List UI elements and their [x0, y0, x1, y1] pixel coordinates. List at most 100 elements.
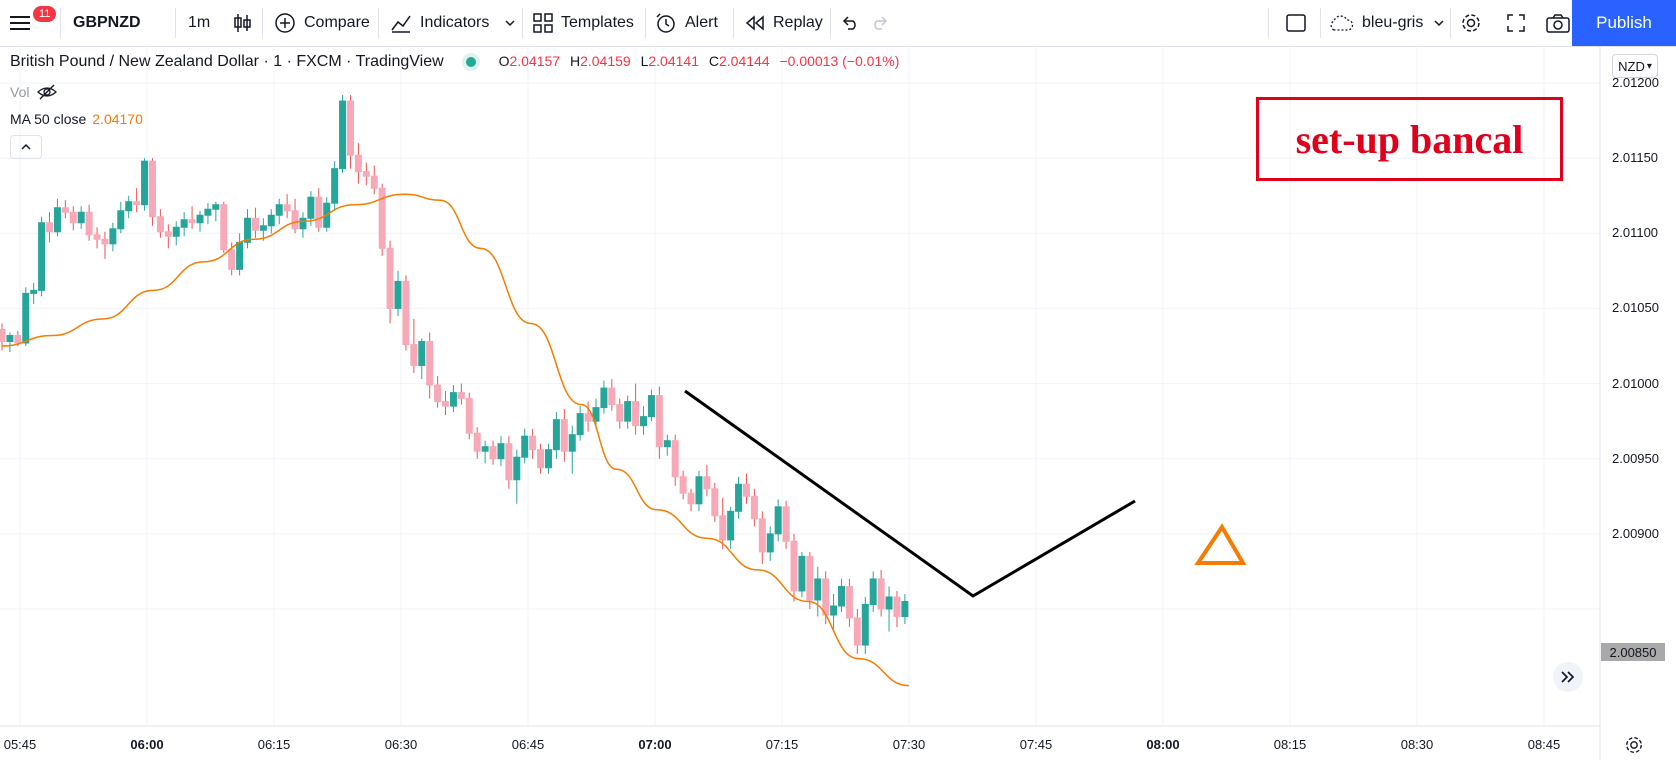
indicators-dropdown[interactable]	[504, 0, 516, 46]
drawn-v-shape	[684, 389, 1136, 598]
candle-body	[814, 578, 822, 601]
time-tick-label: 06:45	[511, 737, 545, 752]
candle-body	[109, 228, 117, 245]
symbol-search-button[interactable]: GBPNZD	[73, 14, 141, 31]
candle-body	[830, 605, 838, 616]
price-chart[interactable]	[0, 47, 1676, 760]
publish-button[interactable]: Publish	[1572, 0, 1676, 46]
candle-body	[434, 384, 442, 403]
market-status-dot	[466, 56, 477, 67]
plus-circle-icon	[275, 13, 295, 33]
candle-body	[259, 225, 267, 231]
candle-body	[307, 196, 315, 219]
candle-body	[838, 585, 846, 607]
compare-button[interactable]: Compare	[274, 0, 370, 46]
time-tick-label: 07:15	[765, 737, 799, 752]
candle-body	[188, 219, 196, 224]
candle-body	[164, 231, 172, 237]
time-tick-label: 08:45	[1527, 737, 1561, 752]
scroll-to-realtime-button[interactable]	[1553, 662, 1583, 692]
snapshot-button[interactable]	[1546, 0, 1570, 46]
candle-body	[449, 392, 457, 407]
rewind-icon	[745, 15, 764, 31]
candles-icon	[234, 14, 251, 32]
collapse-legend-button[interactable]	[10, 135, 42, 159]
layout-button[interactable]	[1286, 0, 1306, 46]
candle-body	[426, 340, 434, 386]
drawn-triangle	[1194, 523, 1247, 565]
ma-indicator[interactable]: MA 50 close 2.04170	[10, 111, 143, 127]
candle-body	[893, 596, 901, 618]
candle-body	[0, 328, 6, 342]
ohlc-values: O2.04157 H2.04159 L2.04141 C2.04144 −0.0…	[498, 53, 900, 69]
undo-button[interactable]	[840, 0, 860, 46]
redo-button[interactable]	[870, 0, 890, 46]
chart-settings-button[interactable]	[1622, 733, 1646, 757]
candle-body	[790, 540, 798, 592]
candle-body	[568, 434, 576, 452]
candle-body	[806, 555, 814, 601]
candle-body	[640, 416, 648, 427]
price-tick-label: 2.00950	[1612, 450, 1659, 466]
alarm-clock-icon	[656, 13, 675, 33]
candle-body	[53, 207, 61, 233]
candle-body	[386, 247, 394, 309]
top-toolbar: 11 GBPNZD 1m Compare Indicators Template…	[0, 0, 1676, 47]
candle-body	[521, 435, 529, 458]
currency-selector[interactable]: NZD ▾	[1612, 54, 1658, 78]
candle-body	[77, 211, 85, 224]
gear-icon	[1626, 737, 1642, 753]
candle-body	[30, 289, 38, 294]
candle-body	[378, 187, 386, 249]
candle-body	[133, 201, 141, 206]
templates-icon	[533, 13, 553, 33]
candle-body	[481, 446, 489, 452]
candle-body	[402, 280, 410, 345]
candle-body	[354, 154, 362, 173]
candle-body	[410, 343, 418, 367]
fullscreen-icon	[1507, 14, 1525, 32]
symbol-title[interactable]: British Pound / New Zealand Dollar · 1 ·…	[10, 53, 444, 70]
candle-body	[228, 249, 236, 270]
candle-body	[220, 204, 228, 251]
layout-name-button[interactable]: bleu-gris	[1328, 0, 1445, 46]
annotation-text-box[interactable]: set-up bancal	[1256, 97, 1563, 181]
fullscreen-button[interactable]	[1506, 0, 1526, 46]
indicators-button[interactable]: Indicators	[390, 0, 489, 46]
candle-body	[125, 201, 133, 212]
candle-body	[370, 175, 378, 189]
candle-body	[719, 515, 727, 541]
layout-name: bleu-gris	[1362, 14, 1424, 31]
cloud-icon	[1330, 15, 1354, 31]
chart-type-button[interactable]	[232, 0, 254, 46]
candle-body	[861, 603, 869, 646]
candle-body	[592, 407, 600, 422]
time-tick-label: 08:00	[1146, 737, 1180, 752]
candles-layer	[0, 95, 909, 655]
candle-body	[465, 398, 473, 434]
alert-button[interactable]: Alert	[655, 0, 718, 46]
price-tick-label: 2.01050	[1612, 300, 1659, 316]
candle-body	[6, 334, 14, 342]
candle-body	[766, 533, 774, 553]
replay-button[interactable]: Replay	[745, 0, 823, 46]
menu-button[interactable]	[10, 0, 50, 46]
camera-icon	[1546, 14, 1570, 33]
eye-off-icon[interactable]	[37, 84, 58, 100]
volume-indicator[interactable]: Vol	[10, 84, 58, 100]
candle-body	[679, 476, 687, 494]
candle-body	[362, 171, 370, 177]
candle-body	[442, 401, 450, 407]
candle-body	[584, 413, 592, 422]
price-tick-label: 2.00900	[1612, 525, 1659, 541]
templates-label: Templates	[561, 14, 634, 31]
candle-body	[513, 456, 521, 481]
time-tick-label: 07:00	[638, 737, 672, 752]
settings-button[interactable]	[1460, 0, 1482, 46]
price-tick-label: 2.01000	[1612, 375, 1659, 391]
interval-button[interactable]: 1m	[188, 14, 211, 31]
notification-badge: 11	[33, 6, 57, 22]
templates-button[interactable]: Templates	[533, 0, 634, 46]
ma-value: 2.04170	[92, 111, 143, 127]
time-tick-label: 05:45	[3, 737, 37, 752]
